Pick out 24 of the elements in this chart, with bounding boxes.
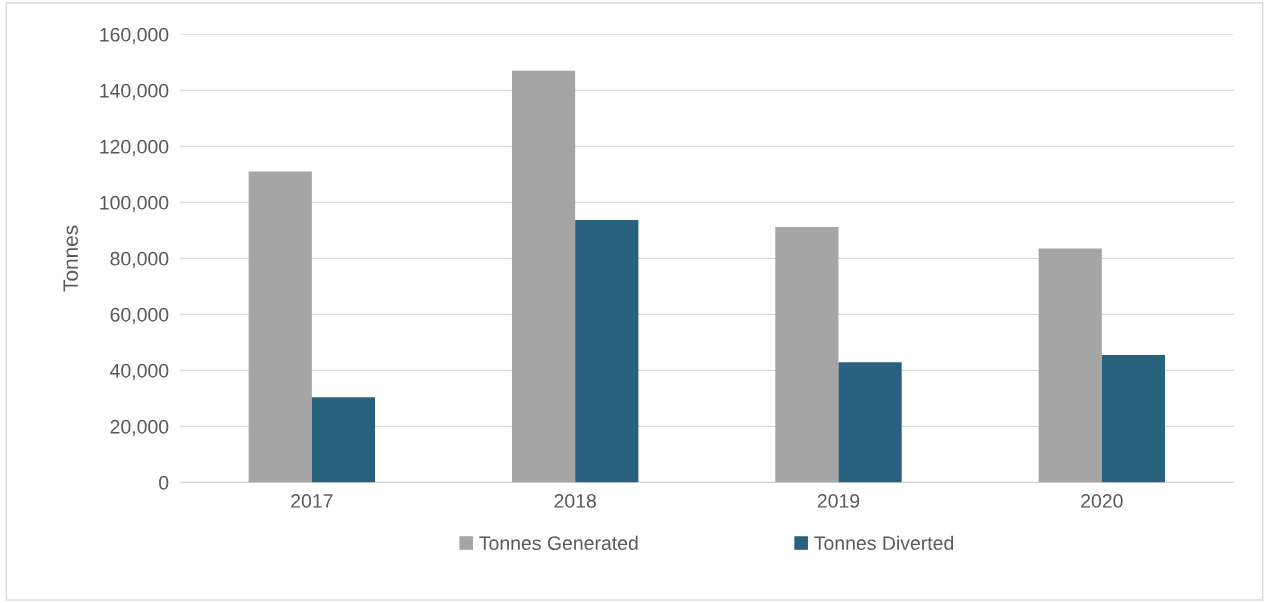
y-tick-label: 100,000 <box>100 195 169 212</box>
bar <box>511 70 576 483</box>
x-tick-label: 2018 <box>554 494 596 508</box>
bar <box>575 220 639 483</box>
bar <box>1101 354 1166 483</box>
x-tick-label: 2019 <box>817 494 860 508</box>
y-tick-label: 20,000 <box>110 419 169 436</box>
y-tick-label: 120,000 <box>100 139 169 156</box>
y-tick-label: 0 <box>159 475 169 490</box>
legend-label: Tonnes Generated <box>479 535 638 551</box>
bar <box>311 397 376 483</box>
x-tick-label: 2017 <box>291 494 333 508</box>
bar <box>248 171 312 483</box>
legend-label: Tonnes Diverted <box>814 535 954 551</box>
y-tick-label: 40,000 <box>110 363 169 380</box>
bar <box>838 362 902 483</box>
y-tick-label: 160,000 <box>100 27 169 44</box>
y-tick-label: 60,000 <box>110 307 169 324</box>
y-tick-label: 80,000 <box>110 251 169 268</box>
y-axis-title: Tonnes <box>63 225 79 292</box>
bar <box>775 227 839 483</box>
x-tick-label: 2020 <box>1081 494 1123 508</box>
bar <box>1038 248 1102 483</box>
y-tick-label: 140,000 <box>100 83 169 100</box>
